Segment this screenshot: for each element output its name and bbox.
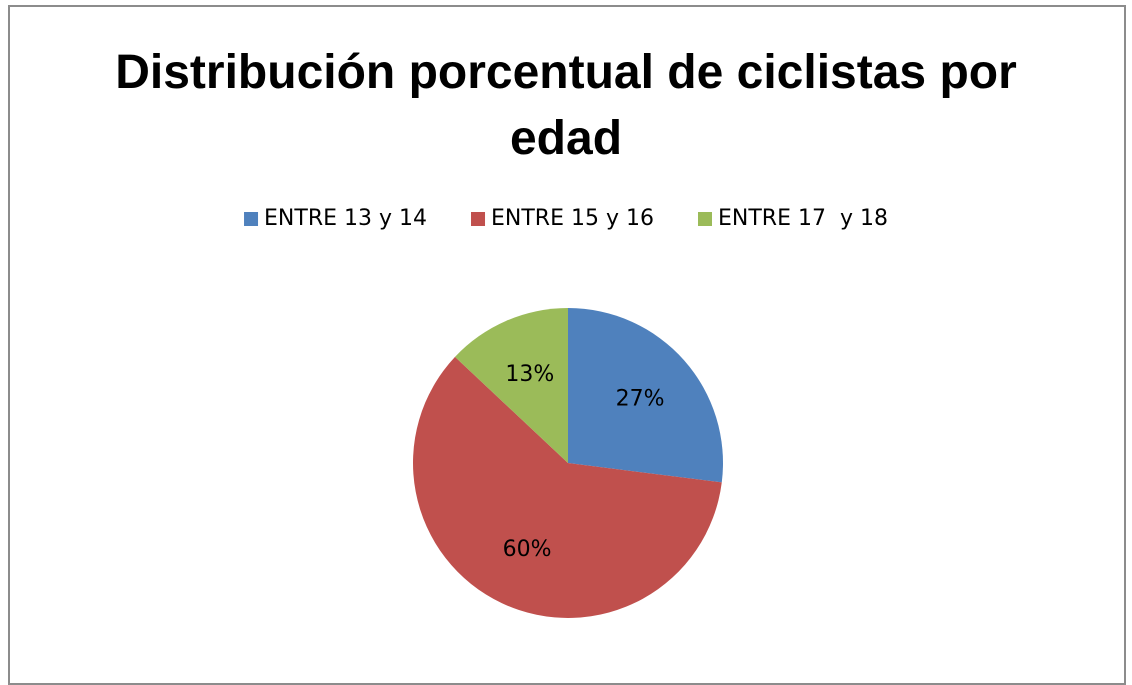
data-label: 27%: [616, 386, 665, 411]
legend-swatch: [244, 212, 259, 226]
data-label: 13%: [505, 362, 554, 387]
pie-slice: [568, 308, 723, 483]
legend-label: ENTRE 13 y 14: [264, 206, 427, 231]
data-label: 60%: [503, 537, 552, 562]
chart-title: Distribución porcentual de ciclistas por…: [115, 46, 1017, 165]
pie-slice: [412, 356, 722, 619]
legend-swatch: [471, 212, 486, 226]
legend-label: ENTRE 15 y 16: [491, 206, 654, 231]
legend-label: ENTRE 17 y 18: [718, 206, 888, 231]
pie-slice: [455, 308, 568, 463]
legend-swatch: [698, 212, 712, 226]
